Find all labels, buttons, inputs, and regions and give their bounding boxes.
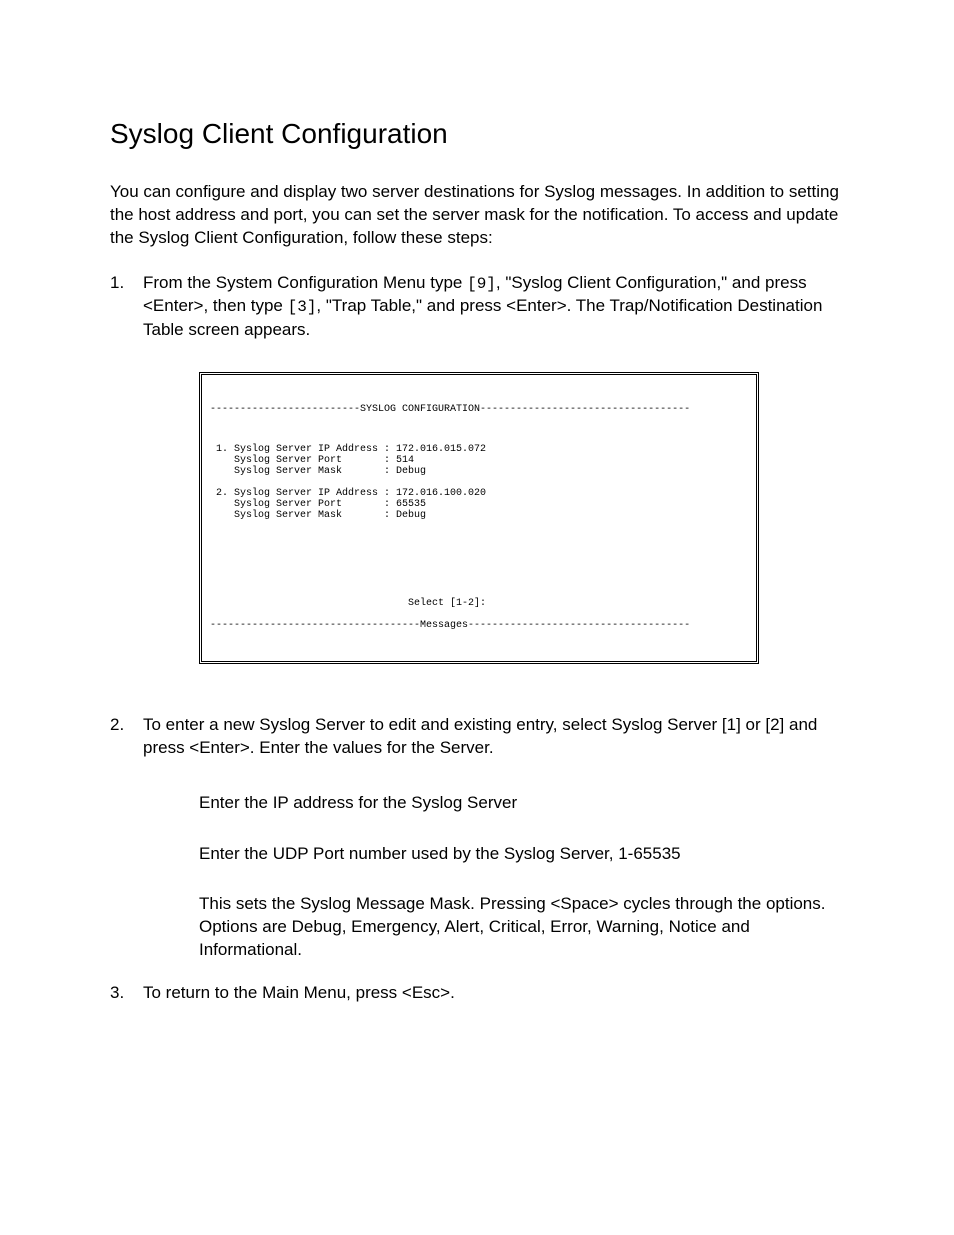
step2-sub2: Enter the UDP Port number used by the Sy… [199, 843, 844, 866]
step-2: To enter a new Syslog Server to edit and… [110, 714, 844, 963]
step1-text-pre: From the System Configuration Menu type [143, 273, 467, 292]
page-title: Syslog Client Configuration [110, 115, 844, 153]
step2-sub3: This sets the Syslog Message Mask. Press… [199, 893, 844, 962]
step-1: From the System Configuration Menu type … [110, 272, 844, 664]
steps-list: From the System Configuration Menu type … [110, 272, 844, 1006]
step1-key1: [9] [467, 275, 496, 293]
intro-paragraph: You can configure and display two server… [110, 181, 844, 250]
step1-key2: [3] [288, 298, 317, 316]
terminal-header-line: -------------------------SYSLOG CONFIGUR… [210, 404, 748, 415]
terminal-footer-line: -----------------------------------Messa… [210, 620, 748, 631]
step-3: To return to the Main Menu, press <Esc>. [110, 982, 844, 1005]
terminal-screenshot: -------------------------SYSLOG CONFIGUR… [199, 372, 759, 664]
terminal-body: 1. Syslog Server IP Address : 172.016.01… [210, 444, 748, 609]
step2-sub1: Enter the IP address for the Syslog Serv… [199, 792, 844, 815]
terminal-box: -------------------------SYSLOG CONFIGUR… [199, 372, 759, 664]
step2-text: To enter a new Syslog Server to edit and… [143, 715, 817, 757]
step2-subitems: Enter the IP address for the Syslog Serv… [143, 792, 844, 963]
